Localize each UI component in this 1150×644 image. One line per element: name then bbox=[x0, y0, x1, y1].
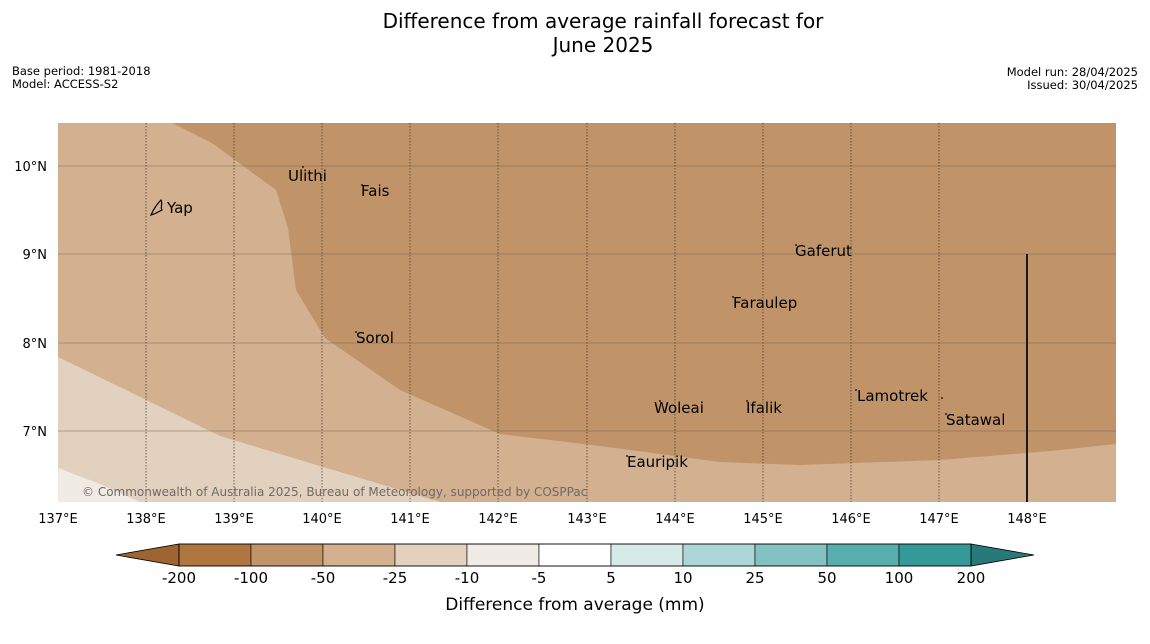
colorbar-cell bbox=[322, 543, 396, 567]
colorbar-cell bbox=[826, 543, 900, 567]
lon-label-144e: 144°E bbox=[655, 512, 695, 527]
colorbar-labels: -200 -100 -50 -25 -10 -5 5 10 25 50 100 … bbox=[162, 569, 985, 587]
place-eauripik: Eauripik bbox=[627, 453, 688, 471]
model-text: Model: ACCESS-S2 bbox=[12, 77, 119, 91]
island-dots bbox=[302, 166, 947, 457]
colorbar-label: 200 bbox=[957, 569, 986, 587]
lon-label-140e: 140°E bbox=[302, 512, 342, 527]
lat-label-10n: 10°N bbox=[14, 160, 47, 175]
colorbar-cells bbox=[178, 543, 972, 567]
lon-gridlines bbox=[145, 123, 940, 502]
yap-island-shape bbox=[149, 198, 164, 216]
base-period-text: Base period: 1981-2018 bbox=[12, 64, 151, 78]
place-gaferut: Gaferut bbox=[795, 242, 852, 260]
colorbar-cell bbox=[250, 543, 324, 567]
place-sorol: Sorol bbox=[356, 329, 394, 347]
colorbar-cell bbox=[466, 543, 540, 567]
place-faraulep: Faraulep bbox=[733, 294, 797, 312]
colorbar-label: -10 bbox=[455, 569, 480, 587]
title-line-1: Difference from average rainfall forecas… bbox=[382, 9, 824, 33]
colorbar-cell bbox=[898, 543, 972, 567]
colorbar-cell bbox=[754, 543, 828, 567]
lon-label-142e: 142°E bbox=[478, 512, 518, 527]
lon-label-137e: 137°E bbox=[38, 512, 78, 527]
meta-left: Base period: 1981-2018 Model: ACCESS-S2 bbox=[12, 65, 151, 91]
lon-label-143e: 143°E bbox=[567, 512, 607, 527]
colorbar-cell bbox=[394, 543, 468, 567]
lat-label-9n: 9°N bbox=[23, 248, 48, 263]
copyright-text: © Commonwealth of Australia 2025, Bureau… bbox=[82, 485, 587, 499]
colorbar-label: 50 bbox=[817, 569, 836, 587]
region-minus50-to-minus100 bbox=[172, 123, 1116, 465]
issued-text: Issued: 30/04/2025 bbox=[1027, 78, 1138, 92]
meta-right: Model run: 28/04/2025 Issued: 30/04/2025 bbox=[1007, 66, 1138, 92]
colorbar-label: 10 bbox=[673, 569, 692, 587]
colorbar-cell bbox=[610, 543, 684, 567]
title-line-2: June 2025 bbox=[552, 33, 654, 57]
lon-label-138e: 138°E bbox=[126, 512, 166, 527]
lon-label-146e: 146°E bbox=[831, 512, 871, 527]
place-yap: Yap bbox=[166, 199, 193, 217]
colorbar-label: 100 bbox=[885, 569, 914, 587]
colorbar-label: -200 bbox=[162, 569, 196, 587]
place-ulithi: Ulithi bbox=[288, 167, 327, 185]
colorbar-cell bbox=[682, 543, 756, 567]
lon-label-147e: 147°E bbox=[919, 512, 959, 527]
lat-axis-labels: 10°N 9°N 8°N 7°N bbox=[14, 160, 47, 440]
lon-label-141e: 141°E bbox=[390, 512, 430, 527]
model-run-text: Model run: 28/04/2025 bbox=[1006, 65, 1138, 79]
colorbar-cell bbox=[538, 543, 612, 567]
place-ifalik: Ifalik bbox=[746, 399, 782, 417]
colorbar-label: 5 bbox=[606, 569, 616, 587]
lat-label-7n: 7°N bbox=[23, 425, 48, 440]
place-satawal: Satawal bbox=[946, 411, 1005, 429]
region-minus10-to-minus25 bbox=[58, 357, 440, 502]
lon-label-145e: 145°E bbox=[743, 512, 783, 527]
lat-label-8n: 8°N bbox=[23, 337, 48, 352]
region-minus5-to-minus10 bbox=[58, 468, 140, 502]
place-lamotrek: Lamotrek bbox=[857, 387, 928, 405]
place-woleai: Woleai bbox=[654, 399, 704, 417]
colorbar-title: Difference from average (mm) bbox=[445, 595, 704, 615]
colorbar-label: -5 bbox=[532, 569, 547, 587]
lon-axis-labels: 137°E 138°E 139°E 140°E 141°E 142°E 143°… bbox=[38, 512, 1047, 527]
colorbar: -200 -100 -50 -25 -10 -5 5 10 25 50 100 … bbox=[115, 543, 1035, 615]
colorbar-label: -25 bbox=[383, 569, 408, 587]
colorbar-extend-high bbox=[970, 543, 1035, 567]
colorbar-label: 25 bbox=[745, 569, 764, 587]
lon-label-148e: 148°E bbox=[1007, 512, 1047, 527]
colorbar-label: -50 bbox=[311, 569, 336, 587]
lon-label-139e: 139°E bbox=[214, 512, 254, 527]
colorbar-extend-low bbox=[115, 543, 180, 567]
colorbar-cell bbox=[178, 543, 252, 567]
place-fais: Fais bbox=[361, 182, 390, 200]
colorbar-frame bbox=[178, 543, 972, 567]
colorbar-label: -100 bbox=[234, 569, 268, 587]
chart-title: Difference from average rainfall forecas… bbox=[0, 9, 1150, 57]
